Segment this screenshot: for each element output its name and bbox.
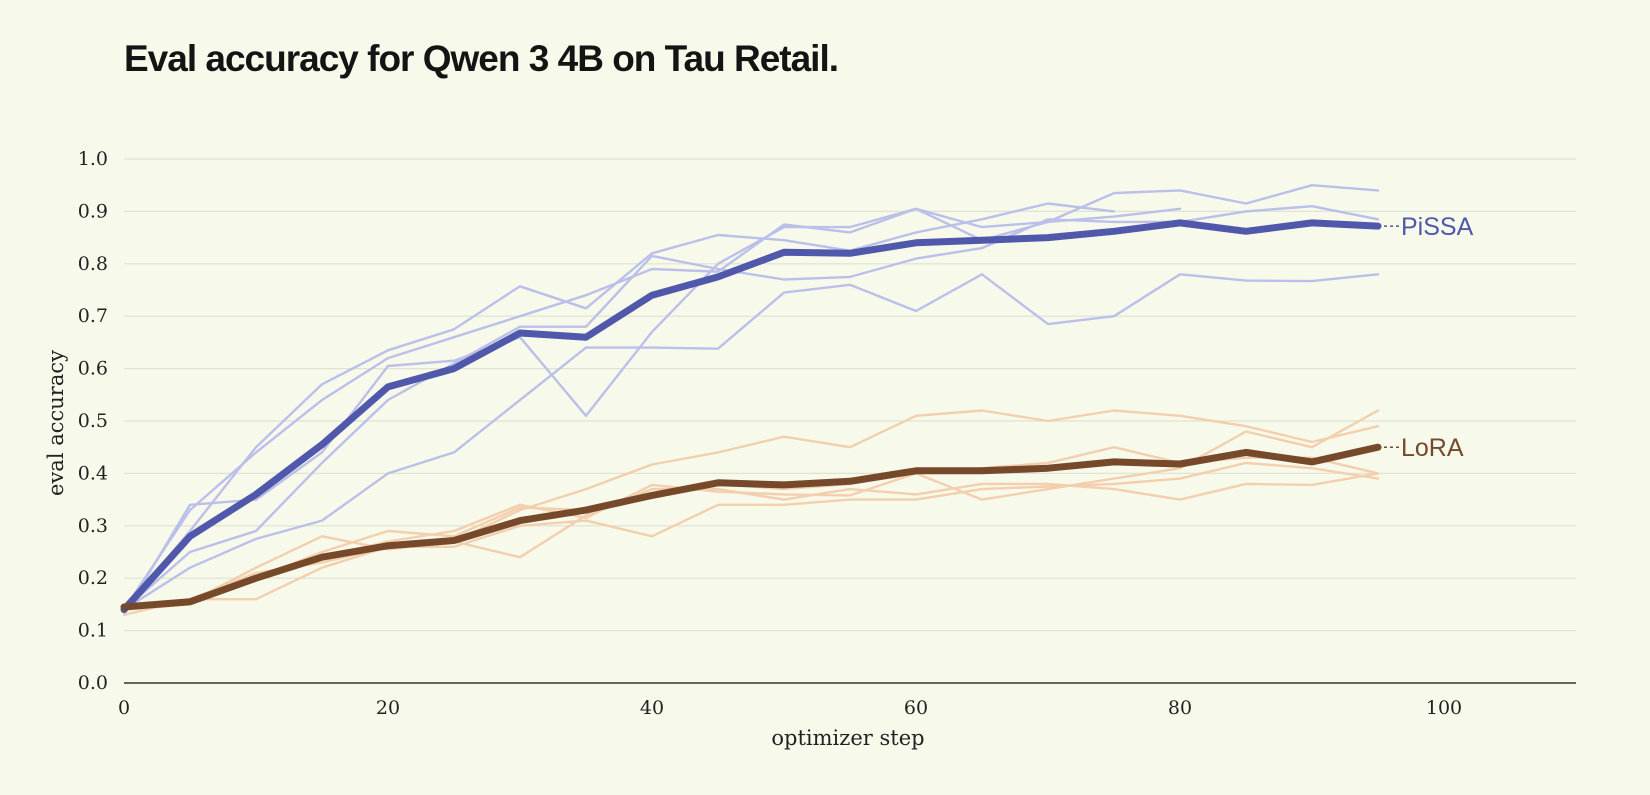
- y-tick-label: 0.3: [78, 515, 108, 537]
- pissa-run-line: [122, 207, 1182, 611]
- y-tick-label: 0.9: [78, 200, 108, 222]
- lora-series-label: LoRA: [1401, 434, 1464, 462]
- pissa-run-line: [122, 273, 1380, 611]
- y-tick-label: 0.1: [78, 620, 108, 642]
- y-tick-label: 0.2: [78, 567, 108, 589]
- lora-run-line: [122, 409, 1380, 609]
- lora-mean-line: [120, 443, 1382, 611]
- lora-run-line: [122, 461, 1380, 617]
- pissa-mean-line: [120, 219, 1382, 614]
- x-tick-label: 80: [1168, 697, 1192, 719]
- y-tick-label: 0.6: [78, 358, 108, 380]
- x-tick-label: 40: [640, 697, 664, 719]
- y-tick-label: 0.8: [78, 253, 108, 275]
- lora-run-line: [122, 409, 1380, 611]
- pissa-run-line: [122, 184, 1380, 617]
- x-tick-label: 60: [904, 697, 928, 719]
- x-tick-label: 0: [118, 697, 130, 719]
- x-tick-label: 20: [376, 697, 400, 719]
- y-tick-label: 0.0: [78, 672, 108, 694]
- x-axis-label: optimizer step: [771, 726, 924, 750]
- y-tick-label: 0.4: [78, 462, 108, 484]
- y-tick-label: 0.5: [78, 410, 108, 432]
- pissa-series-label: PiSSA: [1401, 213, 1474, 241]
- chart-title: Eval accuracy for Qwen 3 4B on Tau Retai…: [124, 38, 839, 79]
- x-tick-label: 100: [1426, 697, 1462, 719]
- y-axis-label: eval accuracy: [44, 350, 68, 496]
- pissa-run-line: [122, 202, 1116, 611]
- lora-run-line: [122, 472, 1380, 611]
- y-tick-label: 0.7: [78, 305, 108, 327]
- y-tick-label: 1.0: [78, 148, 108, 170]
